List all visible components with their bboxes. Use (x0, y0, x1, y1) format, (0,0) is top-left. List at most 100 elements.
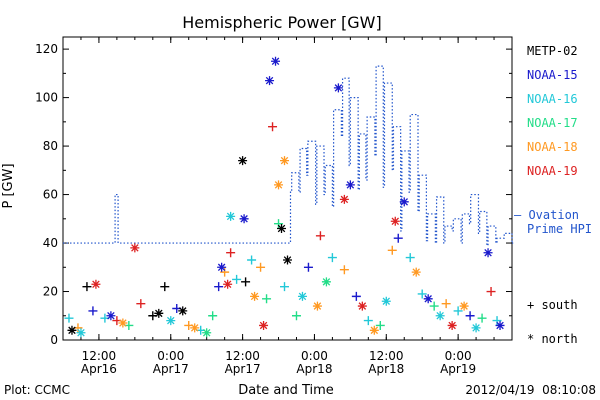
x-tick-label-date: Apr18 (368, 362, 404, 376)
north-point (312, 301, 322, 311)
north-point (283, 255, 292, 265)
south-point (465, 311, 475, 321)
legend-item: NOAA-15 (527, 68, 578, 82)
south-point (486, 287, 496, 297)
south-point (214, 282, 224, 292)
north-point (411, 267, 421, 277)
north-point (217, 262, 227, 272)
north-point (265, 76, 275, 86)
north-point (274, 180, 284, 190)
north-point (226, 211, 236, 221)
north-point (447, 320, 457, 330)
legend-ovation-label-2: Prime HPI (527, 222, 592, 236)
legend-item: NOAA-17 (527, 116, 578, 130)
south-point (274, 219, 284, 229)
south-point (393, 233, 403, 243)
x-tick-label-date: Apr19 (440, 362, 476, 376)
ovation-hpi-line (63, 65, 514, 247)
x-axis-label: Date and Time (238, 383, 334, 398)
south-point (241, 277, 251, 287)
north-point (459, 301, 469, 311)
north-point (390, 216, 400, 226)
south-point (226, 248, 236, 258)
north-point (238, 156, 248, 166)
x-tick-label-time: 0:00 (445, 349, 472, 363)
y-tick-label: 20 (43, 285, 58, 299)
south-point (280, 282, 290, 292)
legend-item: METP-02 (527, 44, 578, 58)
south-point (315, 231, 325, 241)
south-point (136, 299, 146, 309)
north-point (333, 83, 343, 93)
south-point (82, 282, 92, 292)
north-point (271, 56, 281, 66)
south-point (429, 301, 439, 311)
north-point (76, 328, 86, 338)
south-point (441, 299, 451, 309)
x-tick-label-time: 12:00 (82, 349, 117, 363)
south-point (256, 262, 266, 272)
north-point (239, 214, 249, 224)
legend-north-label: * north (527, 332, 578, 346)
south-point (477, 313, 487, 323)
south-point (453, 306, 463, 316)
north-point (259, 320, 269, 330)
north-point (130, 243, 140, 253)
ovation-hpi-group (63, 65, 514, 247)
x-tick-label-date: Apr17 (153, 362, 189, 376)
north-point (339, 194, 349, 204)
north-point (154, 308, 164, 318)
north-point (202, 328, 212, 338)
legend-south-label: + south (527, 298, 578, 312)
north-point (250, 291, 260, 301)
north-point (495, 320, 505, 330)
legend: METP-02 NOAA-15 NOAA-16 NOAA-17 NOAA-18 NOAA-… (514, 44, 592, 346)
north-point (321, 277, 331, 287)
south-point (492, 316, 502, 326)
y-tick-label: 0 (50, 333, 58, 347)
north-point (369, 325, 379, 335)
south-point (327, 253, 337, 263)
x-tick-label-date: Apr17 (225, 362, 261, 376)
x-tick-label-time: 12:00 (225, 349, 260, 363)
north-point (399, 197, 409, 207)
legend-item: NOAA-16 (527, 92, 578, 106)
y-axis-label: P [GW] (1, 163, 16, 208)
footer-timestamp: 2012/04/19 08:10:08 (465, 383, 596, 397)
legend-item: NOAA-19 (527, 164, 578, 178)
north-point (357, 301, 367, 311)
south-point (268, 122, 278, 132)
north-point (67, 325, 77, 335)
north-point (381, 296, 391, 306)
south-point (303, 262, 313, 272)
north-point (483, 248, 493, 258)
south-point (405, 253, 415, 263)
north-point (91, 279, 101, 289)
south-point (363, 316, 373, 326)
legend-ovation-label: — Ovation (514, 208, 579, 222)
south-point (88, 306, 98, 316)
south-point (387, 245, 397, 255)
north-point (345, 180, 355, 190)
x-tick-label-time: 12:00 (369, 349, 404, 363)
north-point (190, 323, 200, 333)
axes-group: 02040608010012012:00Apr160:00Apr1712:00A… (35, 36, 513, 376)
south-point (160, 282, 170, 292)
south-point (417, 289, 427, 299)
north-point (471, 323, 481, 333)
south-point (247, 255, 257, 265)
y-tick-label: 60 (43, 188, 58, 202)
south-point (291, 311, 301, 321)
x-tick-label-time: 0:00 (301, 349, 328, 363)
south-point (375, 320, 385, 330)
north-point (118, 318, 128, 328)
north-point (106, 311, 116, 321)
north-point (277, 223, 287, 233)
south-point (351, 291, 361, 301)
footer-plot-credit: Plot: CCMC (4, 383, 70, 397)
plot-frame (62, 36, 513, 341)
south-point (262, 294, 272, 304)
north-point (435, 311, 445, 321)
north-point (297, 291, 307, 301)
